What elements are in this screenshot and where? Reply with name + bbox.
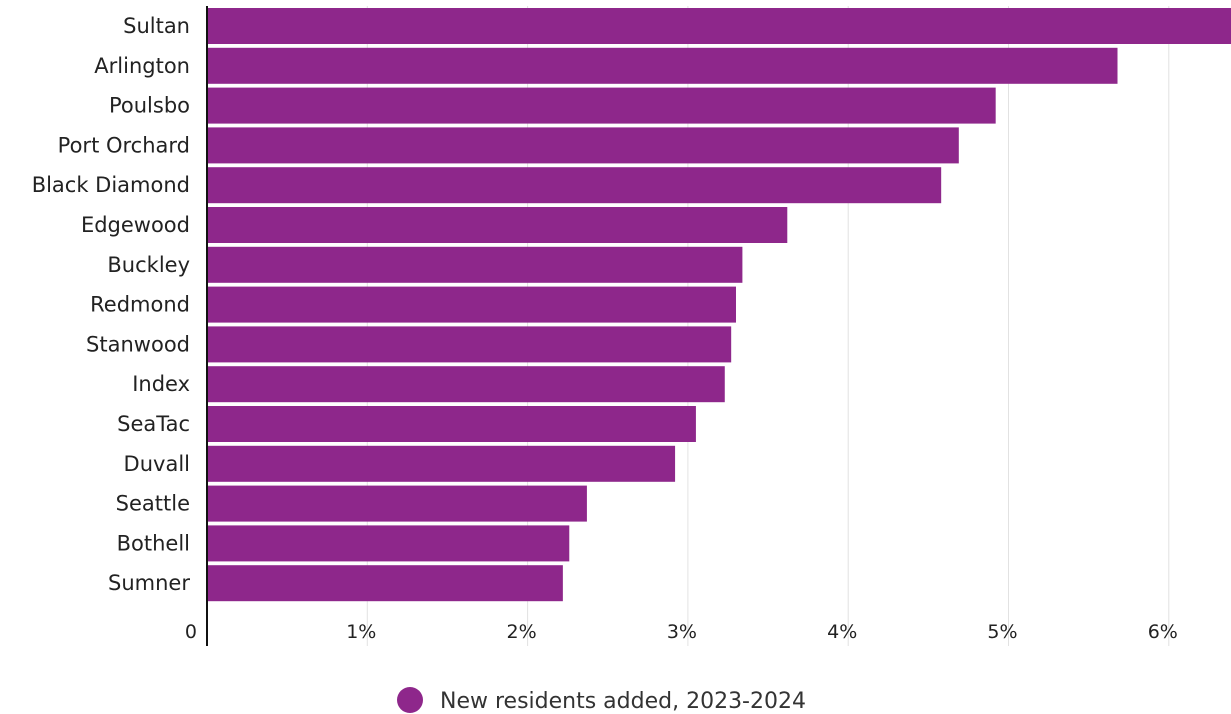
- x-tick-label: 0: [185, 621, 197, 643]
- category-label: Arlington: [94, 54, 190, 78]
- bar: [207, 445, 676, 482]
- bar: [207, 167, 942, 204]
- x-tick-label: 4%: [827, 621, 857, 643]
- bar: [207, 87, 996, 124]
- category-label: Black Diamond: [32, 173, 190, 197]
- x-tick-labels: 0 1% 2% 3% 4% 5% 6%: [185, 621, 1178, 643]
- x-tick-label: 2%: [507, 621, 537, 643]
- legend-label: New residents added, 2023-2024: [440, 689, 806, 714]
- bar: [207, 485, 587, 522]
- x-tick-label: 6%: [1148, 621, 1178, 643]
- bar: [207, 47, 1118, 84]
- x-tick-label: 3%: [667, 621, 697, 643]
- x-tick-label: 1%: [346, 621, 376, 643]
- bar: [207, 326, 732, 363]
- bars: [207, 8, 1231, 602]
- bar: [207, 565, 563, 602]
- category-label: Sumner: [108, 571, 190, 595]
- bar: [207, 406, 696, 442]
- bar: [207, 525, 570, 562]
- bar: [207, 8, 1231, 44]
- x-tick-label: 5%: [987, 621, 1017, 643]
- category-label: Port Orchard: [58, 133, 190, 157]
- category-label: Poulsbo: [109, 94, 190, 118]
- category-label: Buckley: [107, 253, 190, 277]
- category-label: Index: [132, 372, 190, 396]
- category-label: Bothell: [117, 531, 190, 555]
- bar: [207, 246, 743, 283]
- bar: [207, 286, 736, 323]
- category-label: Seattle: [116, 492, 190, 516]
- category-label: Duvall: [124, 452, 190, 476]
- category-label: Sultan: [123, 14, 190, 38]
- bar: [207, 207, 788, 243]
- category-label: Stanwood: [86, 332, 190, 356]
- category-label: SeaTac: [117, 412, 190, 436]
- bar: [207, 366, 725, 403]
- category-label: Edgewood: [81, 213, 190, 237]
- category-label: Redmond: [90, 293, 190, 317]
- category-labels: Sultan Arlington Poulsbo Port Orchard Black …: [32, 14, 191, 595]
- legend: New residents added, 2023-2024: [397, 687, 806, 714]
- bar: [207, 127, 959, 164]
- legend-swatch: [397, 687, 423, 713]
